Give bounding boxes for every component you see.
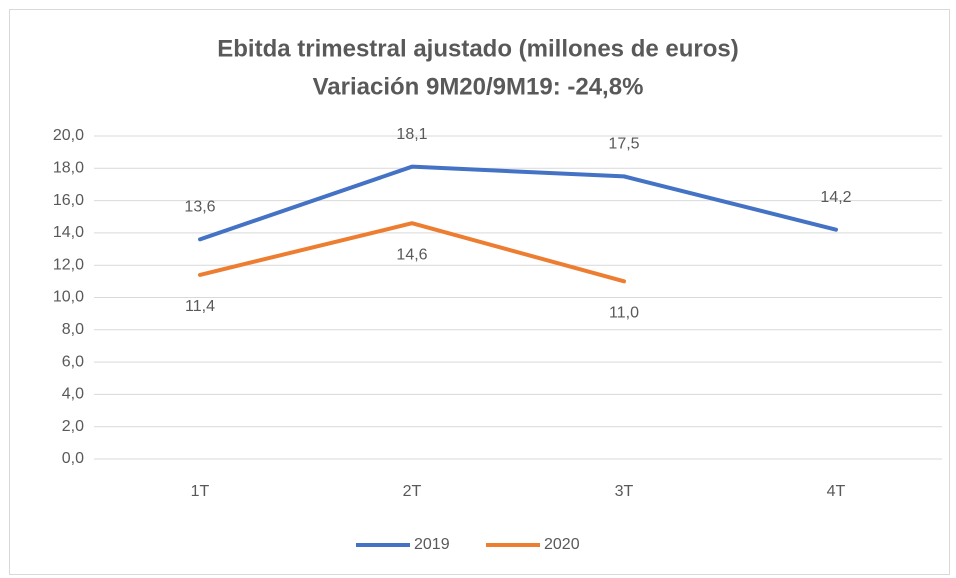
y-tick-label: 8,0 bbox=[62, 321, 84, 338]
y-tick-label: 6,0 bbox=[62, 353, 84, 370]
x-tick-label: 3T bbox=[615, 483, 634, 500]
chart-title: Ebitda trimestral ajustado (millones de … bbox=[217, 35, 738, 62]
chart-border bbox=[9, 9, 950, 575]
y-tick-label: 18,0 bbox=[53, 160, 84, 177]
chart-subtitle: Variación 9M20/9M19: -24,8% bbox=[313, 73, 644, 100]
series-line bbox=[198, 221, 626, 284]
data-label: 13,6 bbox=[184, 199, 215, 216]
y-tick-label: 16,0 bbox=[53, 192, 84, 209]
legend-label: 2020 bbox=[544, 536, 580, 553]
series-line bbox=[198, 164, 838, 242]
y-tick-label: 0,0 bbox=[62, 450, 84, 467]
y-tick-label: 14,0 bbox=[53, 224, 84, 241]
data-label: 11,0 bbox=[609, 305, 639, 322]
x-tick-label: 1T bbox=[191, 483, 210, 500]
data-label: 11,4 bbox=[185, 298, 215, 315]
legend-label: 2019 bbox=[414, 536, 450, 553]
data-label: 17,5 bbox=[608, 136, 639, 153]
x-tick-label: 2T bbox=[403, 483, 422, 500]
data-label: 18,1 bbox=[396, 126, 427, 143]
y-tick-label: 12,0 bbox=[53, 256, 84, 273]
y-tick-label: 4,0 bbox=[62, 386, 84, 403]
y-tick-label: 2,0 bbox=[62, 418, 84, 435]
x-tick-label: 4T bbox=[827, 483, 846, 500]
y-tick-label: 20,0 bbox=[53, 127, 84, 144]
y-tick-label: 10,0 bbox=[53, 289, 84, 306]
data-label: 14,6 bbox=[396, 246, 427, 263]
data-label: 14,2 bbox=[820, 189, 851, 206]
